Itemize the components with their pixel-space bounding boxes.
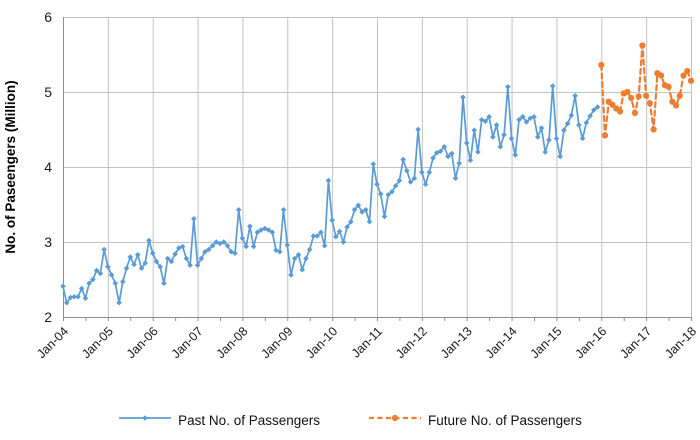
y-axis-title: No. of Paseengers (Million) <box>3 80 18 253</box>
legend-label-future: Future No. of Passengers <box>428 412 582 428</box>
x-axis-tick-labels: Jan-04 Jan-05 Jan-06 Jan-07 Jan-08 Jan-09 Jan-… <box>34 324 699 361</box>
past-series-line <box>62 85 599 304</box>
axes <box>63 17 692 321</box>
svg-text:Jan-11: Jan-11 <box>349 324 385 360</box>
gridlines <box>63 17 692 317</box>
svg-text:Jan-04: Jan-04 <box>34 324 71 361</box>
svg-text:Jan-17: Jan-17 <box>617 324 654 361</box>
svg-text:Jan-07: Jan-07 <box>169 324 206 361</box>
y-axis-tick-labels: 2 3 4 5 6 <box>44 9 52 325</box>
svg-text:Jan-12: Jan-12 <box>393 324 430 361</box>
chart-legend: Past No. of Passengers Future No. of Pas… <box>0 402 700 438</box>
legend-label-past: Past No. of Passengers <box>178 412 320 428</box>
svg-text:Jan-13: Jan-13 <box>438 324 475 361</box>
svg-text:4: 4 <box>44 159 52 175</box>
past-series-markers <box>60 83 601 306</box>
future-series <box>598 42 695 139</box>
svg-text:Jan-05: Jan-05 <box>79 324 116 361</box>
swatch-past <box>119 414 172 421</box>
svg-text:Jan-10: Jan-10 <box>303 324 340 361</box>
svg-text:Jan-18: Jan-18 <box>662 324 699 361</box>
svg-text:Jan-06: Jan-06 <box>124 324 161 361</box>
svg-text:3: 3 <box>44 234 52 250</box>
future-series-markers <box>598 42 695 139</box>
svg-text:6: 6 <box>44 9 52 25</box>
svg-text:Jan-09: Jan-09 <box>258 324 295 361</box>
chart-plot-area: 2 3 4 5 6 Jan-04 Jan-05 Jan-06 Jan-07 Jan-08 Jan-0… <box>3 9 699 361</box>
svg-text:5: 5 <box>44 84 52 100</box>
svg-text:Jan-16: Jan-16 <box>572 324 609 361</box>
svg-text:Jan-08: Jan-08 <box>214 324 251 361</box>
swatch-future <box>369 414 421 421</box>
future-series-swatch <box>368 411 422 430</box>
legend-item-past: Past No. of Passengers <box>118 411 320 430</box>
past-series <box>60 83 601 306</box>
svg-text:Jan-15: Jan-15 <box>528 324 565 361</box>
svg-text:2: 2 <box>44 309 52 325</box>
svg-text:Jan-14: Jan-14 <box>483 324 520 361</box>
legend-item-future: Future No. of Passengers <box>368 411 582 430</box>
past-series-swatch <box>118 411 172 430</box>
